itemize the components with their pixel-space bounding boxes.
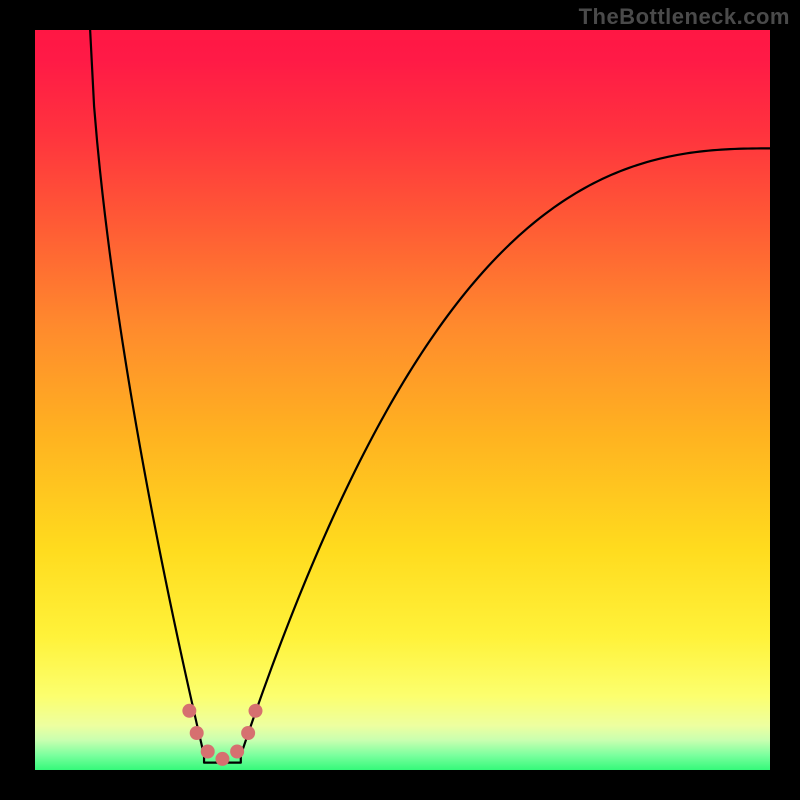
- marker-dot: [249, 704, 263, 718]
- marker-dot: [215, 752, 229, 766]
- plot-area: [35, 30, 770, 770]
- marker-dot: [201, 745, 215, 759]
- marker-dot: [241, 726, 255, 740]
- marker-dot: [182, 704, 196, 718]
- watermark-text: TheBottleneck.com: [579, 4, 790, 30]
- chart-outer-frame: TheBottleneck.com: [0, 0, 800, 800]
- markers-svg: [35, 30, 770, 770]
- marker-dot: [230, 745, 244, 759]
- marker-dot: [190, 726, 204, 740]
